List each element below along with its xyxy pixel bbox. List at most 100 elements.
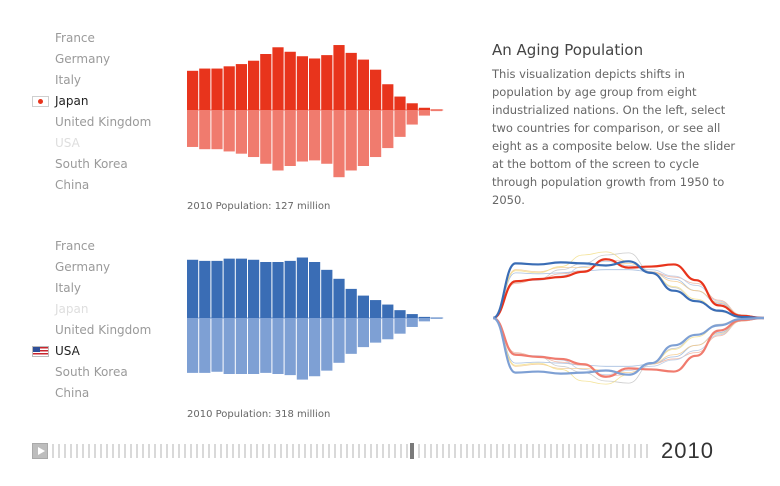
country-option-usa[interactable]: USA bbox=[32, 343, 172, 364]
country-option-united-kingdom[interactable]: United Kingdom bbox=[32, 322, 172, 343]
pyramid-bar-upper-80-84 bbox=[382, 84, 394, 110]
country-option-south-korea[interactable]: South Korea bbox=[32, 156, 172, 177]
country-label: Italy bbox=[55, 73, 82, 87]
pyramid-bar-upper-5-9 bbox=[199, 260, 211, 318]
pyramid-bar-lower-15-19 bbox=[223, 110, 235, 152]
pyramid-bar-upper-55-59 bbox=[321, 269, 333, 318]
country-option-france[interactable]: France bbox=[32, 238, 172, 259]
japan-flag-icon bbox=[32, 96, 49, 107]
usa-flag-icon bbox=[32, 346, 49, 357]
pyramid-bar-upper-40-44 bbox=[284, 260, 296, 318]
composite-line-france-lower bbox=[492, 317, 765, 367]
country-option-italy[interactable]: Italy bbox=[32, 72, 172, 93]
pyramid-bar-upper-20-24 bbox=[235, 64, 247, 110]
country-option-japan[interactable]: Japan bbox=[32, 93, 172, 114]
pyramid-bar-upper-10-14 bbox=[211, 260, 223, 318]
bottom-population-caption: 2010 Population: 318 million bbox=[187, 409, 331, 420]
pyramid-bar-lower-50-54 bbox=[309, 110, 321, 161]
pyramid-bar-upper-65-69 bbox=[345, 52, 357, 110]
pyramid-bar-upper-60-64 bbox=[333, 45, 345, 110]
info-title: An Aging Population bbox=[492, 41, 644, 59]
pyramid-bar-upper-100+ bbox=[431, 109, 443, 110]
country-label: China bbox=[55, 386, 90, 400]
pyramid-bar-upper-70-74 bbox=[357, 59, 369, 110]
country-label: Japan bbox=[55, 302, 89, 316]
composite-line-germany-upper bbox=[492, 259, 765, 319]
country-label: USA bbox=[55, 344, 80, 358]
pyramid-bar-upper-45-49 bbox=[296, 257, 308, 318]
pyramid-bar-upper-25-29 bbox=[248, 259, 260, 318]
pyramid-bar-lower-5-9 bbox=[199, 318, 211, 373]
pyramid-bar-lower-85-89 bbox=[394, 318, 406, 334]
country-label: USA bbox=[55, 136, 80, 150]
country-option-china[interactable]: China bbox=[32, 177, 172, 198]
pyramid-bar-upper-40-44 bbox=[284, 51, 296, 110]
pyramid-bar-lower-20-24 bbox=[235, 110, 247, 154]
usa-population-pyramid bbox=[187, 257, 444, 380]
pyramid-bar-lower-55-59 bbox=[321, 318, 333, 371]
country-option-china[interactable]: China bbox=[32, 385, 172, 406]
country-label: China bbox=[55, 178, 90, 192]
pyramid-bar-lower-5-9 bbox=[199, 110, 211, 150]
pyramid-bar-lower-95-99 bbox=[418, 318, 430, 322]
info-panel: An Aging Population This visualization d… bbox=[492, 41, 747, 209]
year-label: 2010 bbox=[661, 438, 714, 463]
composite-line-usa-lower bbox=[492, 316, 765, 376]
pyramid-bar-lower-85-89 bbox=[394, 110, 406, 137]
pyramid-bar-lower-40-44 bbox=[284, 110, 296, 166]
pyramid-bar-lower-0-4 bbox=[187, 318, 199, 373]
pyramid-bar-lower-60-64 bbox=[333, 110, 345, 178]
country-option-united-kingdom[interactable]: United Kingdom bbox=[32, 114, 172, 135]
year-slider[interactable] bbox=[52, 443, 652, 459]
pyramid-bar-lower-25-29 bbox=[248, 110, 260, 158]
japan-population-pyramid bbox=[187, 45, 444, 178]
composite-line-japan-lower bbox=[492, 316, 765, 378]
pyramid-bar-upper-0-4 bbox=[187, 70, 199, 110]
pyramid-bar-lower-65-69 bbox=[345, 110, 357, 171]
pyramid-bar-upper-10-14 bbox=[211, 68, 223, 110]
pyramid-bar-lower-100+ bbox=[431, 318, 443, 319]
pyramid-bar-upper-65-69 bbox=[345, 288, 357, 318]
pyramid-bar-upper-90-94 bbox=[406, 314, 418, 318]
country-option-south-korea[interactable]: South Korea bbox=[32, 364, 172, 385]
country-label: Germany bbox=[55, 260, 111, 274]
pyramid-bar-lower-80-84 bbox=[382, 110, 394, 149]
pyramid-bar-lower-35-39 bbox=[272, 318, 284, 374]
pyramid-bar-upper-0-4 bbox=[187, 259, 199, 318]
country-label: South Korea bbox=[55, 365, 128, 379]
pyramid-bar-upper-20-24 bbox=[235, 258, 247, 318]
pyramid-bar-upper-90-94 bbox=[406, 103, 418, 110]
composite-line-south-korea-lower bbox=[492, 317, 765, 384]
pyramid-bar-upper-75-79 bbox=[370, 300, 382, 318]
pyramid-bar-lower-50-54 bbox=[309, 318, 321, 377]
country-option-italy[interactable]: Italy bbox=[32, 280, 172, 301]
country-option-germany[interactable]: Germany bbox=[32, 259, 172, 280]
pyramid-bar-upper-25-29 bbox=[248, 60, 260, 110]
composite-line-germany-lower bbox=[492, 317, 765, 377]
country-label: United Kingdom bbox=[55, 323, 152, 337]
pyramid-bar-upper-55-59 bbox=[321, 55, 333, 110]
pyramid-bar-upper-80-84 bbox=[382, 304, 394, 318]
country-option-france[interactable]: France bbox=[32, 30, 172, 51]
pyramid-bar-lower-0-4 bbox=[187, 110, 199, 147]
pyramid-bar-lower-75-79 bbox=[370, 110, 382, 158]
slider-handle[interactable] bbox=[410, 443, 414, 459]
pyramid-bar-lower-10-14 bbox=[211, 110, 223, 150]
pyramid-bar-upper-50-54 bbox=[309, 262, 321, 318]
pyramid-bar-lower-30-34 bbox=[260, 318, 272, 373]
pyramid-bar-upper-60-64 bbox=[333, 278, 345, 318]
pyramid-bar-lower-60-64 bbox=[333, 318, 345, 363]
composite-population-chart bbox=[492, 251, 765, 385]
country-label: United Kingdom bbox=[55, 115, 152, 129]
country-option-japan: Japan bbox=[32, 301, 172, 322]
pyramid-bar-lower-65-69 bbox=[345, 318, 357, 354]
country-label: Germany bbox=[55, 52, 111, 66]
pyramid-bar-lower-15-19 bbox=[223, 318, 235, 374]
country-option-germany[interactable]: Germany bbox=[32, 51, 172, 72]
info-body: This visualization depicts shifts in pop… bbox=[492, 67, 736, 207]
pyramid-bar-lower-95-99 bbox=[418, 110, 430, 116]
country-option-usa: USA bbox=[32, 135, 172, 156]
pyramid-bar-lower-90-94 bbox=[406, 110, 418, 125]
play-button[interactable] bbox=[32, 443, 48, 459]
pyramid-bar-lower-70-74 bbox=[357, 110, 369, 166]
